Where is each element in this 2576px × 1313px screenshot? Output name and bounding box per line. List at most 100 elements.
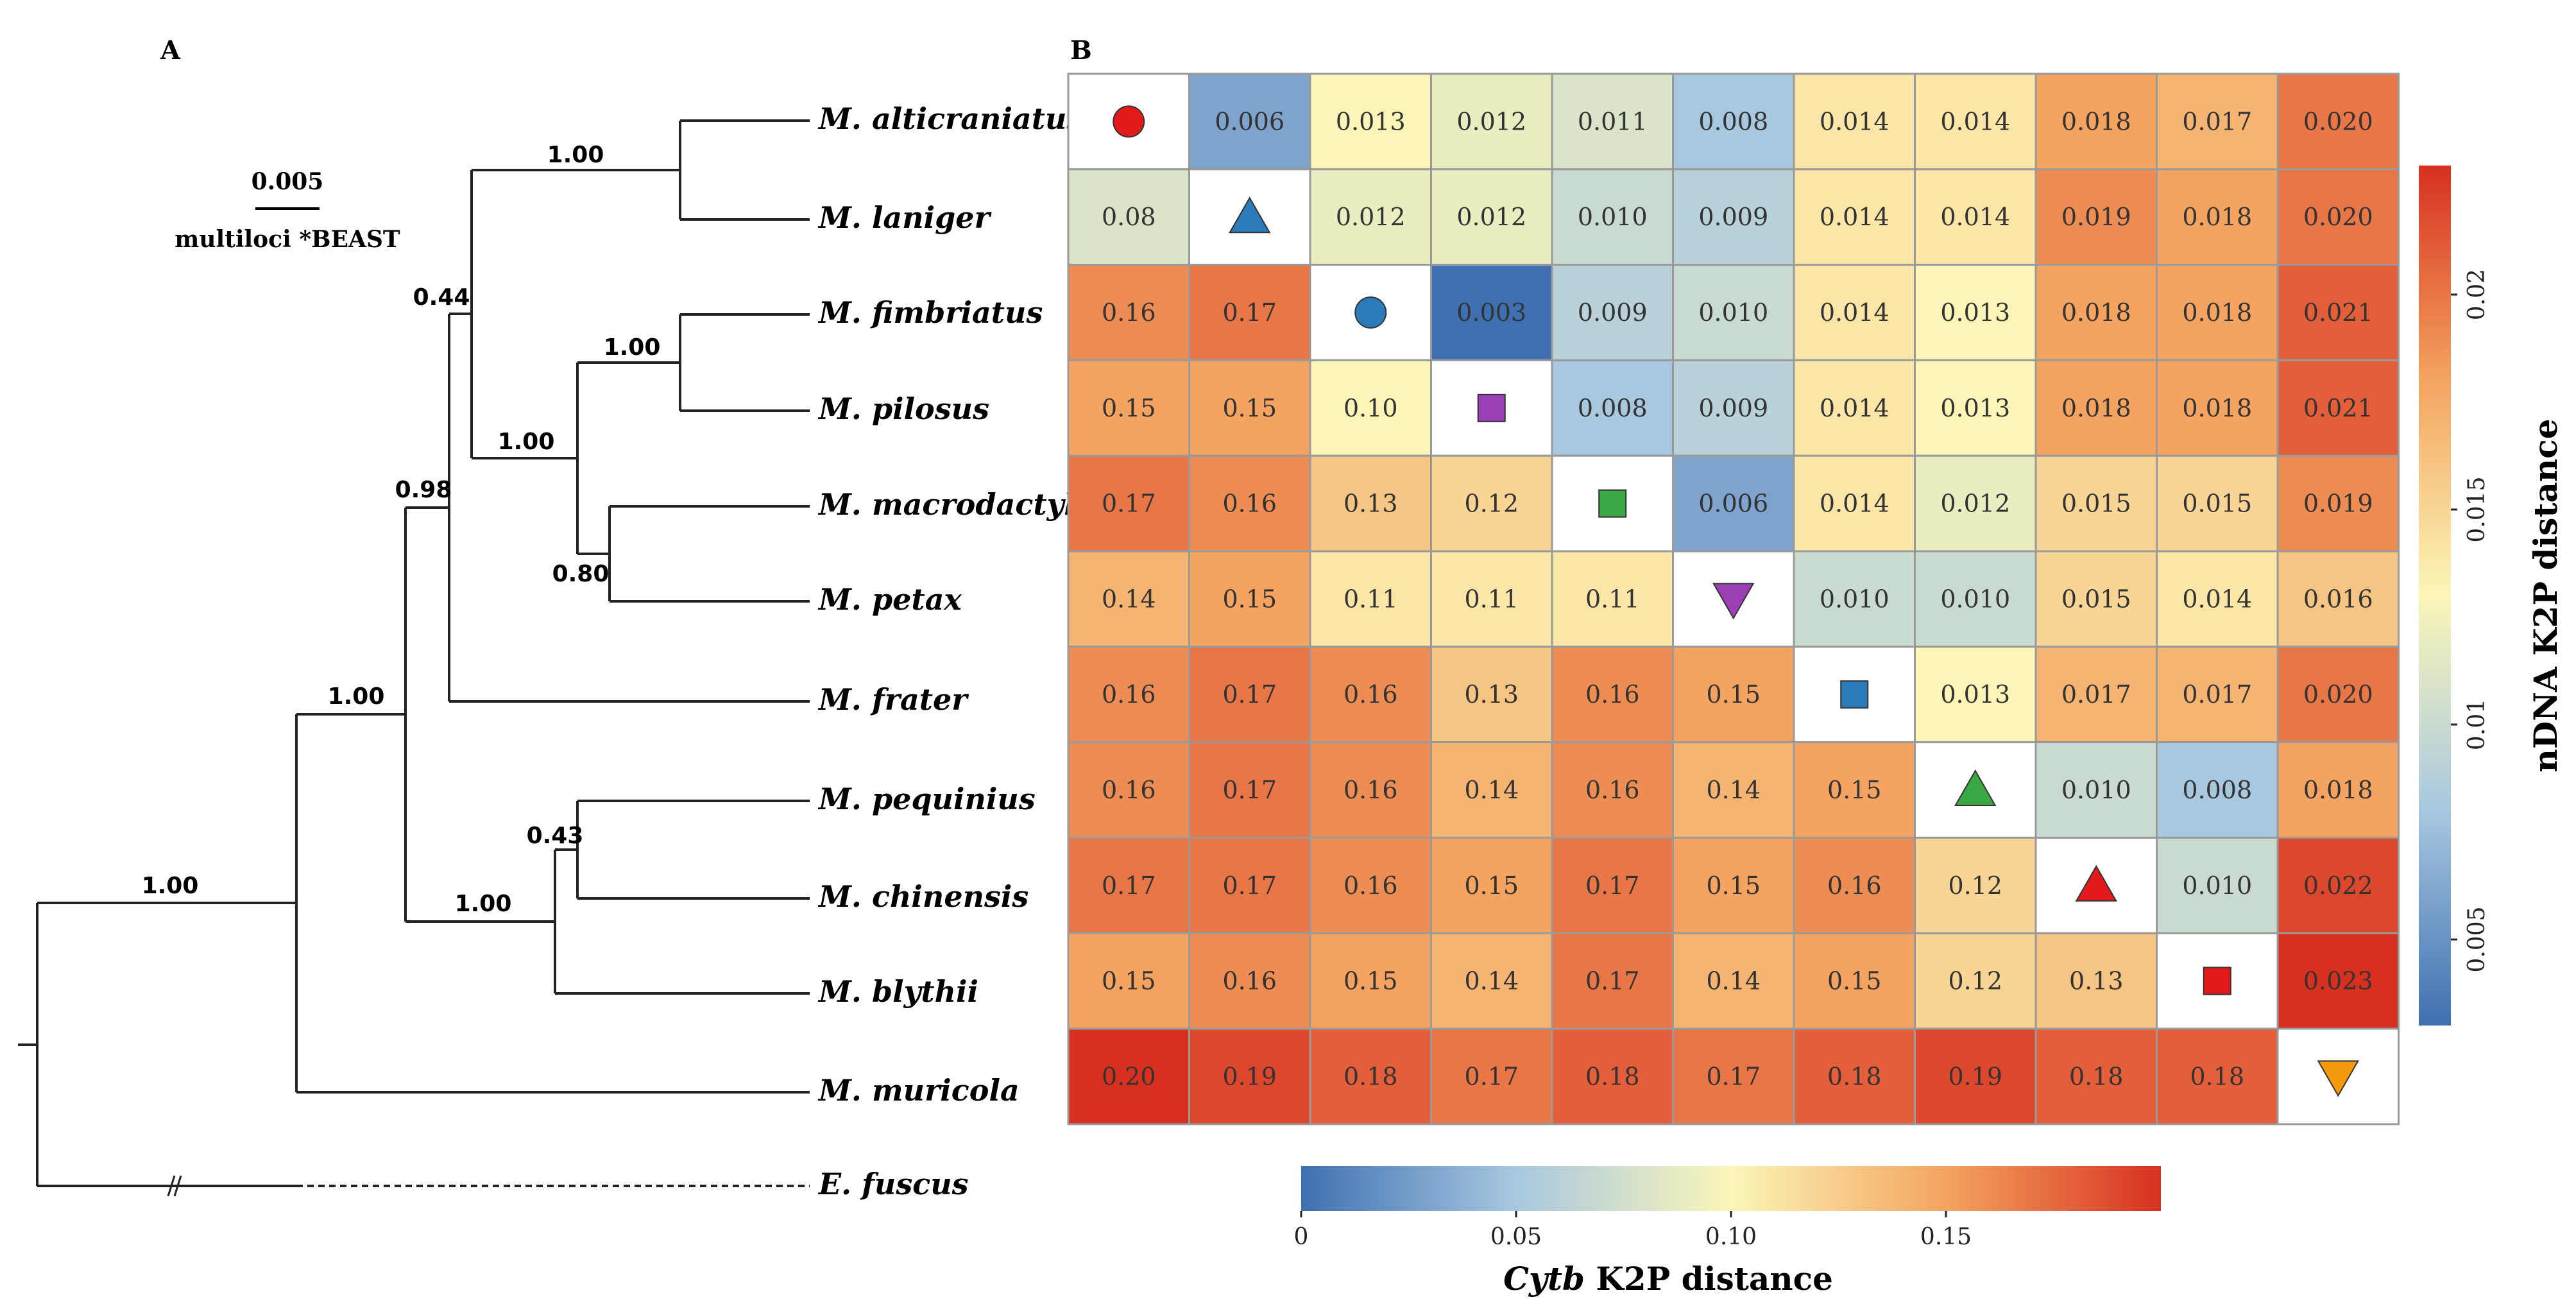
heatmap-cell xyxy=(1067,646,1190,744)
heatmap-cell-value: 0.010 xyxy=(1578,203,1648,231)
lower-colorbar-title-italic: Cytb xyxy=(1503,1260,1585,1298)
upper-colorbar-tick-label: 0.01 xyxy=(2464,699,2490,750)
heatmap-cell xyxy=(1672,836,1795,934)
heatmap-cell-value: 0.006 xyxy=(1215,107,1284,135)
scale-bar-label: multiloci *BEAST xyxy=(175,226,400,253)
branch-alticraniatus-laniger xyxy=(679,119,810,221)
heatmap-cell-value: 0.15 xyxy=(1102,967,1156,995)
lower-colorbar-title: Cytb K2P distance xyxy=(1503,1260,1833,1298)
heatmap-cell-value: 0.009 xyxy=(1698,394,1768,422)
heatmap-cell-value: 0.023 xyxy=(2303,967,2373,995)
triangle-up-marker xyxy=(2075,864,2117,902)
heatmap-cell-value: 0.009 xyxy=(1698,203,1768,231)
branch-fimbriatus-pilosus xyxy=(679,313,810,412)
upper-colorbar-tick-label: 0.005 xyxy=(2464,906,2490,972)
heatmap-cell xyxy=(1914,359,2037,457)
heatmap-cell-value: 0.17 xyxy=(1585,967,1640,995)
support-value: 0.44 xyxy=(413,284,470,311)
triangle-up-marker xyxy=(1229,196,1271,234)
circle-marker xyxy=(1113,105,1145,138)
heatmap-cell xyxy=(2276,73,2400,171)
taxon-label: M. frater xyxy=(817,682,969,717)
upper-colorbar-tick-label: 0.015 xyxy=(2464,476,2490,542)
lower-colorbar-ticks: 0 0.05 0.10 0.15 xyxy=(1294,1211,1972,1250)
heatmap-cell-value: 0.018 xyxy=(2182,203,2252,231)
heatmap-cell xyxy=(1672,1027,1795,1126)
heatmap-cell xyxy=(1188,73,1311,171)
branch-root xyxy=(36,902,296,1187)
heatmap-cell xyxy=(1793,932,1916,1030)
taxon-label: M. pequinius xyxy=(817,782,1036,816)
heatmap-cell xyxy=(1188,359,1311,457)
heatmap-cell-value: 0.15 xyxy=(1343,967,1398,995)
lower-colorbar-gradient xyxy=(1301,1166,2161,1211)
taxon-label: M. petax xyxy=(817,582,962,617)
branch-pequinius-chinensis xyxy=(576,800,810,900)
heatmap-cell-value: 0.013 xyxy=(1940,394,2010,422)
heatmap-cell xyxy=(2276,264,2400,361)
heatmap-cell xyxy=(1551,550,1674,648)
heatmap-cell xyxy=(1188,741,1311,839)
heatmap-cell-value: 0.014 xyxy=(1820,490,1889,518)
taxon-label: M. laniger xyxy=(817,200,993,235)
heatmap-cell-value: 0.19 xyxy=(1222,1062,1277,1090)
branch-muricola-join xyxy=(295,713,810,1094)
heatmap-cell xyxy=(1672,264,1795,361)
heatmap-cell xyxy=(2156,73,2279,171)
heatmap-cell-value: 0.013 xyxy=(1940,680,2010,708)
heatmap-cell-value: 0.018 xyxy=(2061,107,2131,135)
heatmap-cell xyxy=(2034,932,2158,1030)
support-value: 0.43 xyxy=(527,823,584,849)
upper-colorbar-title: nDNA K2P distance xyxy=(2527,418,2564,772)
heatmap-cell xyxy=(2156,168,2279,266)
heatmap-cell-value: 0.18 xyxy=(2069,1062,2124,1090)
heatmap-cell-value: 0.012 xyxy=(1456,107,1526,135)
heatmap-cell-value: 0.010 xyxy=(2061,776,2131,804)
heatmap-cell xyxy=(1188,264,1311,361)
heatmap-cell-value: 0.010 xyxy=(1820,585,1889,613)
heatmap-cell xyxy=(2034,264,2158,361)
lower-colorbar-tick-label: 0.15 xyxy=(1920,1224,1972,1250)
heatmap-cell-value: 0.16 xyxy=(1222,490,1277,518)
upper-colorbar-ticks: 0.005 0.01 0.015 0.02 xyxy=(2451,269,2490,973)
lower-colorbar-tick-label: 0 xyxy=(1294,1224,1309,1250)
heatmap-cell xyxy=(2156,1027,2279,1126)
triangle-down-marker xyxy=(1712,583,1755,620)
lower-colorbar: 0 0.05 0.10 0.15 Cytb K2P distance xyxy=(1294,1166,2161,1298)
heatmap-cell xyxy=(2276,932,2400,1030)
heatmap-cell xyxy=(2156,836,2279,934)
heatmap-cell-value: 0.009 xyxy=(1578,298,1648,327)
heatmap-cell xyxy=(1793,741,1916,839)
taxon-label: M. chinensis xyxy=(817,879,1028,914)
heatmap-cell xyxy=(1430,454,1553,553)
square-marker xyxy=(1598,489,1627,518)
heatmap-cell-value: 0.014 xyxy=(1820,394,1889,422)
scale-bar-value: 0.005 xyxy=(252,168,324,195)
heatmap-cell xyxy=(1672,932,1795,1030)
heatmap-cell-value: 0.15 xyxy=(1222,394,1277,422)
heatmap-cell xyxy=(1309,454,1432,553)
heatmap-cell-value: 0.014 xyxy=(1820,107,1889,135)
heatmap-cell-value: 0.17 xyxy=(1706,1062,1761,1090)
triangle-up-marker xyxy=(1954,769,1997,806)
heatmap-cell-value: 0.13 xyxy=(2069,967,2124,995)
heatmap-cell-value: 0.17 xyxy=(1222,871,1277,900)
heatmap-cell-value: 0.15 xyxy=(1464,871,1519,900)
square-marker xyxy=(2203,966,2231,995)
taxon-labels: M. alticraniatus M. laniger M. fimbriatu… xyxy=(817,101,1113,1201)
heatmap-cell xyxy=(2034,550,2158,648)
support-value: 1.00 xyxy=(328,683,385,710)
circle-marker xyxy=(1354,296,1387,329)
heatmap-cell-value: 0.15 xyxy=(1827,967,1882,995)
heatmap-grid: 0.006 0.013 0.012 0.011 0.008 0.014 0.014 0.018… xyxy=(1067,73,2400,1126)
heatmap-cell-value: 0.14 xyxy=(1464,967,1519,995)
heatmap-cell-value: 0.16 xyxy=(1343,680,1398,708)
support-value: 1.00 xyxy=(498,429,555,455)
heatmap-cell-value: 0.008 xyxy=(1578,394,1648,422)
heatmap-cell-value: 0.16 xyxy=(1102,298,1156,327)
heatmap-cell-value: 0.19 xyxy=(1948,1062,2002,1090)
heatmap-cell-value: 0.020 xyxy=(2303,107,2373,135)
heatmap-cell xyxy=(2156,359,2279,457)
taxon-label: M. fimbriatus xyxy=(817,295,1043,330)
